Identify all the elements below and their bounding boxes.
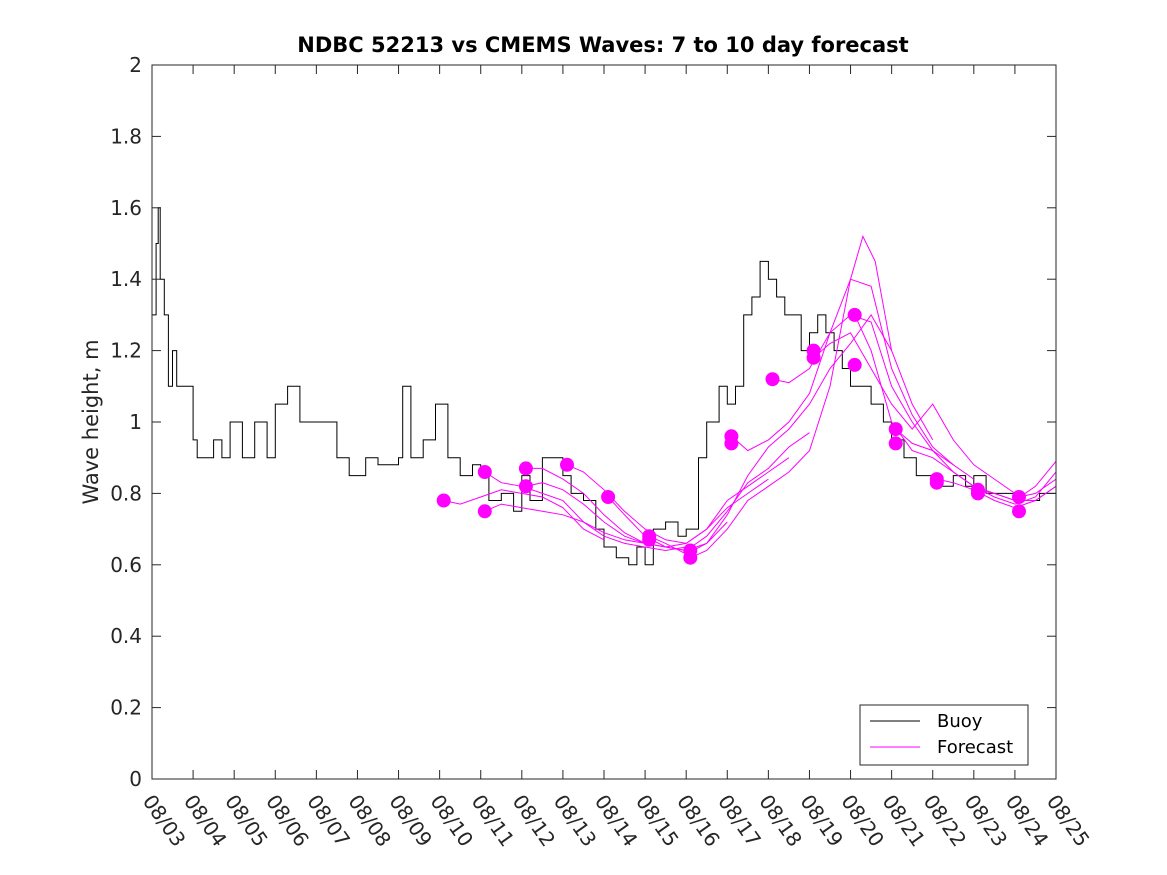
plot-area	[152, 207, 1056, 566]
forecast-marker	[929, 475, 944, 490]
y-tick-label: 0	[129, 767, 142, 791]
y-axis-label: Wave height, m	[79, 339, 103, 504]
forecast-marker	[847, 307, 862, 322]
forecast-marker	[642, 532, 657, 547]
y-axis: 0 0.2 0.4 0.6 0.8 1 1.2 1.4 1.6 1.8 2	[110, 53, 1056, 791]
legend-box	[859, 704, 1029, 766]
forecast-marker	[436, 493, 451, 508]
y-tick-label: 1.6	[110, 196, 142, 220]
forecast-marker	[1012, 504, 1026, 519]
y-tick-label: 1.2	[110, 339, 142, 363]
y-tick-label: 0.4	[110, 624, 142, 648]
forecast-marker	[560, 457, 574, 472]
y-tick-label: 1	[129, 410, 142, 434]
y-tick-label: 1.4	[110, 267, 142, 291]
forecast-series-line-f9	[690, 235, 934, 559]
y-tick-label: 2	[129, 53, 142, 77]
forecast-series-line-f12	[813, 332, 1016, 494]
forecast-marker	[888, 436, 903, 451]
forecast-series-line-f2	[484, 503, 646, 544]
forecast-marker	[806, 350, 821, 365]
y-tick-label: 0.2	[110, 696, 142, 720]
forecast-series-line-f3	[484, 471, 687, 552]
y-tick-label: 1.8	[110, 124, 142, 148]
chart-title: NDBC 52213 vs CMEMS Waves: 7 to 10 day f…	[297, 33, 908, 57]
forecast-marker	[601, 490, 616, 504]
legend-buoy-label: Buoy	[937, 711, 983, 732]
y-tick-label: 0.8	[110, 481, 142, 505]
forecast-marker	[847, 357, 862, 372]
forecast-series-line-f11	[772, 314, 975, 480]
legend-forecast-label: Forecast	[937, 737, 1013, 758]
forecast-marker	[477, 504, 492, 519]
forecast-series-line-f1	[443, 489, 605, 541]
forecast-marker	[724, 436, 739, 451]
y-tick-label: 0.6	[110, 553, 142, 577]
forecast-marker	[888, 422, 903, 437]
forecast-marker	[765, 372, 780, 387]
forecast-series-line-f15	[936, 478, 1056, 509]
forecast-series-line-f7	[607, 432, 810, 552]
forecast-marker	[1012, 490, 1026, 504]
forecast-marker	[518, 461, 533, 476]
legend: Buoy Forecast	[859, 704, 1029, 766]
forecast-marker	[970, 486, 985, 501]
forecast-marker	[477, 465, 492, 479]
forecast-marker	[683, 550, 698, 565]
forecast-series-line-f6	[566, 457, 790, 544]
forecast-marker	[518, 479, 533, 494]
forecast-series-line-f10	[731, 278, 954, 466]
